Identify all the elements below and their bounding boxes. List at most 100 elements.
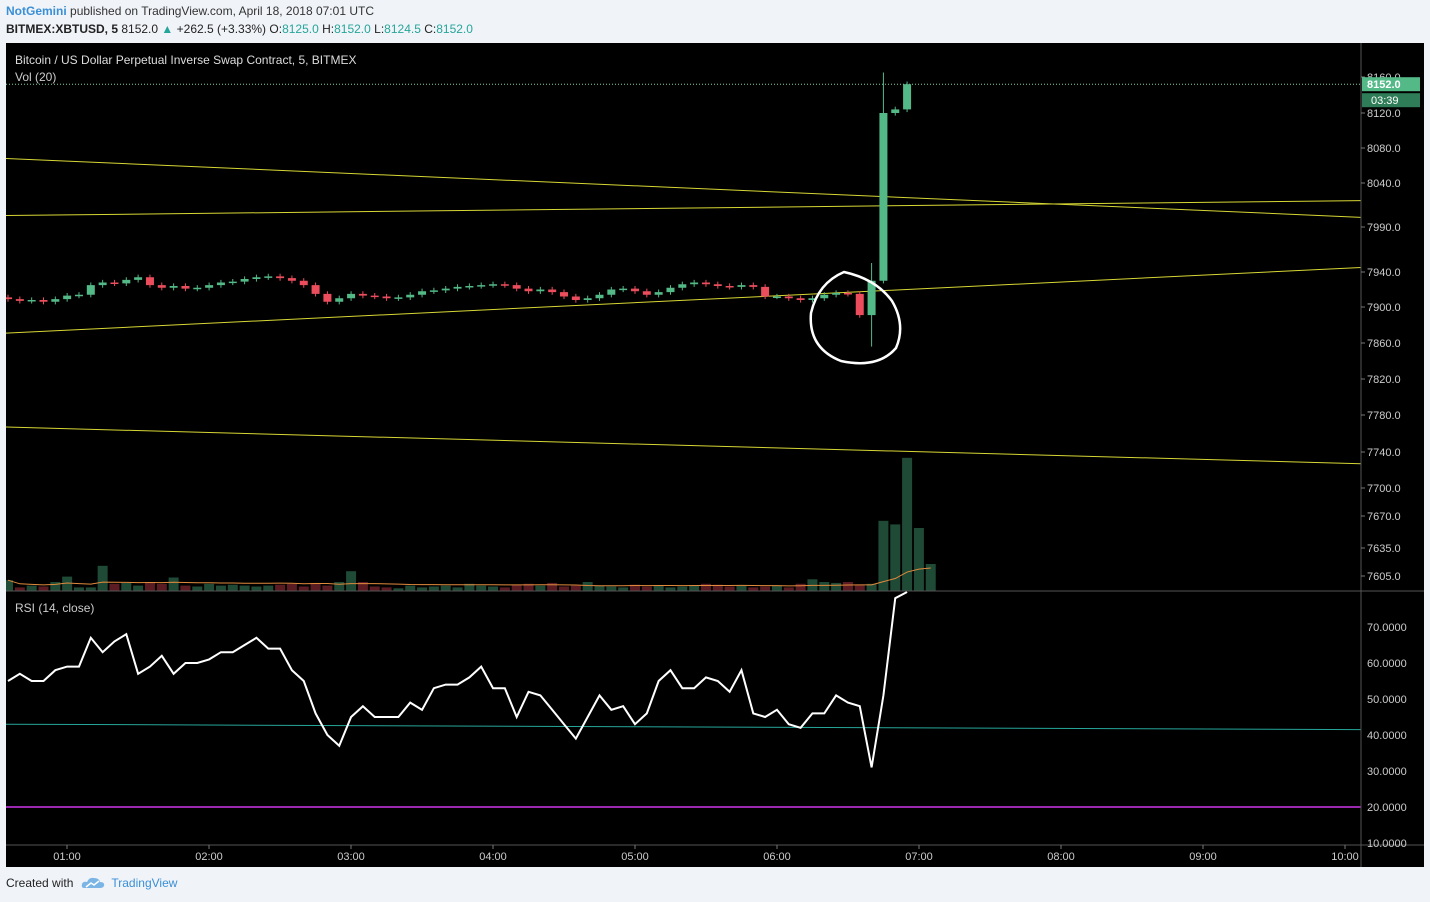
price-tick-label: 7780.0	[1367, 410, 1401, 422]
candle-body	[110, 282, 119, 284]
candle-body	[595, 294, 604, 299]
candle-body	[761, 286, 770, 297]
volume-bar	[700, 583, 711, 591]
candle-body	[489, 284, 498, 286]
volume-bar	[251, 586, 262, 591]
volume-bar	[842, 582, 853, 591]
candle-body	[205, 285, 214, 288]
last-price-tag	[1362, 77, 1420, 92]
volume-bar	[511, 584, 522, 591]
time-tick-label: 07:00	[905, 851, 933, 863]
volume-bar	[73, 587, 84, 591]
volume-bar	[854, 584, 865, 591]
candle-body	[536, 289, 545, 292]
candle-body	[891, 109, 900, 113]
chart-title: Bitcoin / US Dollar Perpetual Inverse Sw…	[15, 53, 356, 67]
volume-bar	[322, 585, 333, 591]
trend-line	[6, 267, 1362, 334]
candle-body	[169, 286, 178, 288]
author-link[interactable]: NotGemini	[6, 4, 67, 18]
volume-bar	[488, 586, 499, 591]
volume-bar	[6, 580, 13, 591]
candle-body	[15, 299, 24, 301]
trend-line	[6, 426, 1362, 465]
price-tick-label: 7605.0	[1367, 571, 1401, 583]
volume-bar	[629, 584, 640, 591]
candle-body	[74, 294, 83, 297]
candle-body	[134, 277, 143, 280]
candle-body	[216, 282, 225, 286]
open-value: 8125.0	[282, 22, 319, 36]
rsi-line	[7, 591, 908, 768]
volume-bar	[594, 585, 605, 591]
volume-bar	[133, 585, 144, 591]
candle-body	[690, 282, 699, 285]
candle-body	[642, 291, 651, 295]
volume-bar	[239, 585, 250, 591]
time-tick-label: 06:00	[763, 851, 791, 863]
ohlc-line: BITMEX:XBTUSD, 5 8152.0 ▲ +262.5 (+3.33%…	[6, 22, 473, 36]
candle-body	[122, 279, 131, 284]
volume-bar	[925, 564, 936, 591]
volume-bar	[866, 583, 877, 591]
candle-body	[678, 284, 687, 288]
price-tick-label: 7990.0	[1367, 222, 1401, 234]
volume-bar	[476, 585, 487, 591]
candle-body	[713, 284, 722, 286]
price-tick-label: 7900.0	[1367, 302, 1401, 314]
volume-bar	[641, 586, 652, 591]
candle-body	[276, 276, 285, 279]
tradingview-link[interactable]: TradingView	[111, 876, 178, 890]
volume-bar	[334, 582, 345, 591]
last-price: 8152.0	[121, 22, 159, 36]
volume-bar	[357, 582, 368, 591]
volume-bar	[440, 585, 451, 591]
volume-bar	[748, 587, 759, 591]
volume-bar	[62, 576, 73, 591]
candle-body	[39, 300, 48, 302]
volume-bar	[14, 587, 25, 591]
price-tick-label: 7635.0	[1367, 543, 1401, 555]
candle-body	[796, 298, 805, 300]
volume-bar	[156, 583, 167, 591]
trend-line	[6, 200, 1362, 217]
volume-bar	[38, 586, 49, 591]
candle-body	[784, 296, 793, 299]
volume-bar	[464, 583, 475, 591]
volume-bar	[369, 586, 380, 591]
candle-body	[418, 291, 427, 295]
volume-bar	[795, 583, 806, 591]
candle-body	[808, 298, 817, 300]
change-value: +262.5 (+3.33%)	[176, 22, 267, 36]
candle-body	[98, 282, 107, 286]
candle-body	[86, 285, 95, 295]
volume-bar	[878, 520, 889, 591]
candle-body	[252, 277, 261, 279]
volume-bar	[535, 585, 546, 591]
price-tick-label: 7670.0	[1367, 511, 1401, 523]
rsi-tick-label: 10.0000	[1367, 838, 1407, 850]
price-tick-label: 7700.0	[1367, 483, 1401, 495]
volume-bar	[559, 586, 570, 591]
volume-label: Vol (20)	[15, 70, 56, 84]
time-tick-label: 08:00	[1047, 851, 1075, 863]
volume-bar	[144, 582, 155, 591]
close-value: 8152.0	[436, 22, 473, 36]
volume-bar	[606, 586, 617, 591]
volume-bar	[192, 586, 203, 591]
volume-bar	[310, 582, 321, 591]
rsi-trend-line	[6, 723, 1362, 731]
volume-bar	[499, 587, 510, 591]
price-tick-label: 8120.0	[1367, 108, 1401, 120]
candle-body	[855, 293, 864, 316]
price-chart[interactable]: 8160.08120.08080.08040.07990.07940.07900…	[6, 43, 1424, 867]
volume-bar	[215, 585, 226, 591]
rsi-label: RSI (14, close)	[15, 601, 94, 615]
volume-bar	[85, 587, 96, 591]
trend-line	[6, 158, 1362, 218]
candle-body	[382, 296, 391, 299]
candle-body	[772, 296, 781, 298]
volume-bar	[771, 585, 782, 591]
candle-body	[630, 288, 639, 292]
candle-body	[903, 84, 912, 110]
